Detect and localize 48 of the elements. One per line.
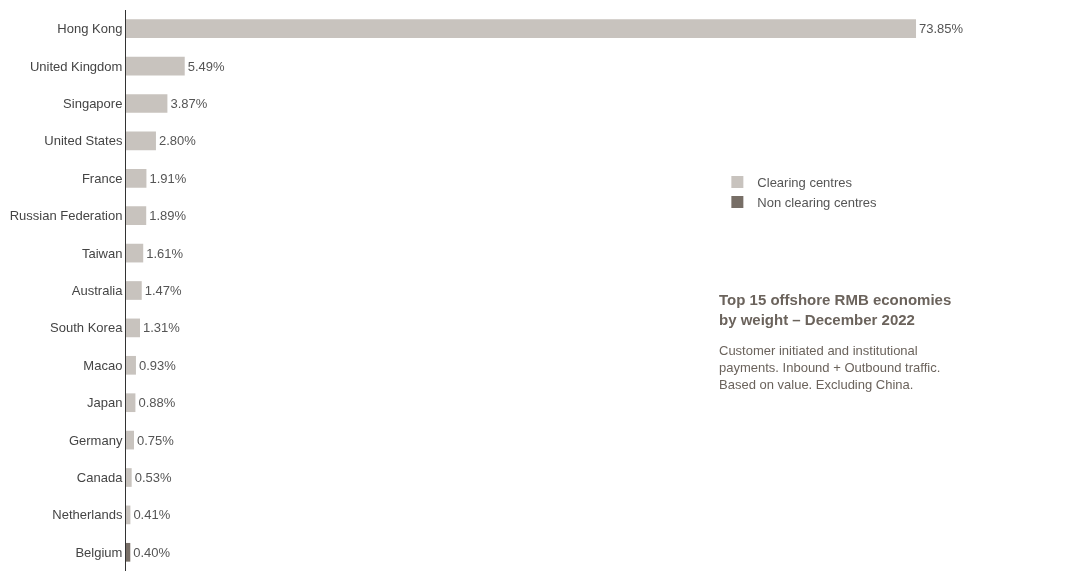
y-tick-label: Macao bbox=[83, 357, 123, 373]
bar bbox=[126, 94, 168, 113]
y-tick-label: United Kingdom bbox=[29, 58, 123, 74]
bar bbox=[126, 542, 131, 562]
y-tick-label: Germany bbox=[68, 432, 123, 448]
text: Top 15 offshore RMB economies by weight – December 2022 bbox=[719, 291, 952, 328]
data-label: 1.31% bbox=[143, 320, 181, 336]
text: Customer initiated and institutional payments. Inbound + Outbound traffic. Based on value. Excluding China. bbox=[719, 343, 941, 392]
data-label: 1.47% bbox=[144, 283, 183, 298]
y-tick-label: Australia bbox=[71, 283, 124, 299]
bar bbox=[126, 206, 147, 226]
data-label: 3.87% bbox=[170, 96, 208, 111]
y-tick-label: Japan bbox=[86, 395, 123, 411]
bar bbox=[126, 131, 156, 151]
bar bbox=[126, 393, 136, 413]
y-tick-label: South Korea bbox=[50, 320, 124, 336]
bar bbox=[126, 56, 185, 76]
data-label: 5.49% bbox=[187, 58, 226, 74]
data-label: 1.89% bbox=[149, 208, 187, 224]
bar bbox=[126, 19, 917, 39]
legend-label: Non clearing centres bbox=[757, 195, 878, 210]
bar bbox=[126, 168, 147, 188]
data-label: 0.41% bbox=[133, 507, 171, 523]
data-label: 1.91% bbox=[149, 170, 187, 186]
legend-label: Clearing centres bbox=[757, 175, 853, 191]
data-label: 0.93% bbox=[138, 357, 177, 373]
data-label: 0.40% bbox=[133, 544, 171, 560]
y-tick-label: Netherlands bbox=[52, 507, 123, 523]
data-label: 0.53% bbox=[134, 470, 172, 485]
y-tick-label: Russian Federation bbox=[9, 208, 123, 224]
data-label: 73.85% bbox=[919, 21, 964, 37]
bar bbox=[126, 318, 141, 338]
y-tick-label: Taiwan bbox=[81, 245, 123, 261]
y-tick-label: United States bbox=[44, 133, 123, 149]
y-tick-label: Belgium bbox=[75, 544, 123, 560]
data-label: 2.80% bbox=[158, 133, 197, 149]
y-tick-label: Singapore bbox=[63, 96, 123, 112]
bar bbox=[126, 430, 135, 450]
bar bbox=[126, 281, 142, 300]
bar bbox=[126, 355, 136, 375]
data-label: 0.75% bbox=[137, 432, 175, 448]
y-tick-label: Hong Kong bbox=[57, 21, 123, 37]
data-label: 1.61% bbox=[146, 245, 184, 261]
bar bbox=[126, 468, 132, 487]
bar bbox=[126, 243, 144, 263]
data-label: 0.88% bbox=[138, 395, 176, 411]
y-tick-label: France bbox=[81, 170, 123, 186]
y-tick-label: Canada bbox=[76, 470, 124, 486]
